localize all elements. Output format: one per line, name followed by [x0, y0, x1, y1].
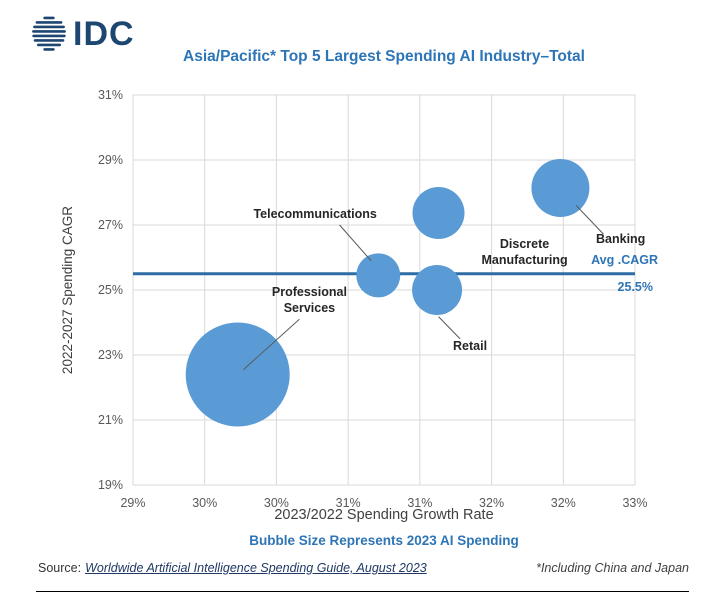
bubble-label: Banking — [596, 232, 645, 246]
x-tick-label: 33% — [622, 496, 647, 510]
leader-line — [243, 318, 300, 370]
y-tick-label: 27% — [98, 218, 123, 232]
bottom-divider — [36, 591, 689, 592]
bubble-retail — [412, 265, 463, 315]
idc-globe-icon — [32, 16, 66, 51]
x-tick-label: 30% — [192, 496, 217, 510]
x-tick-label: 32% — [551, 496, 576, 510]
idc-logo-text: IDC — [73, 15, 135, 53]
x-axis-title: 2023/2022 Spending Growth Rate — [274, 507, 494, 523]
y-tick-label: 19% — [98, 478, 123, 492]
bubble-size-note: Bubble Size Represents 2023 AI Spending — [249, 533, 519, 548]
bubble-label: Services — [284, 301, 335, 315]
bubble-label: Discrete — [500, 237, 549, 251]
leader-line — [438, 316, 461, 340]
footer: Source: Worldwide Artificial Intelligenc… — [38, 561, 689, 575]
chart-title: Asia/Pacific* Top 5 Largest Spending AI … — [183, 48, 585, 65]
bubble-discrete-manufacturing — [412, 186, 465, 239]
y-axis-title: 2022-2027 Spending CAGR — [60, 206, 75, 374]
y-tick-label: 23% — [98, 348, 123, 362]
bubble-label: Retail — [453, 339, 487, 353]
avg-cagr-value: 25.5% — [618, 280, 653, 294]
y-tick-label: 31% — [98, 88, 123, 102]
source-label: Source: — [38, 561, 82, 575]
idc-logo: IDC — [30, 15, 135, 53]
source-link[interactable]: Worldwide Artificial Intelligence Spendi… — [85, 561, 427, 575]
bubble-label: Manufacturing — [482, 253, 568, 267]
x-tick-label: 29% — [120, 496, 145, 510]
bubble-banking — [531, 158, 590, 217]
x-tick-label: 32% — [479, 496, 504, 510]
x-tick-label: 30% — [264, 496, 289, 510]
footnote: *Including China and Japan — [536, 561, 689, 575]
bubble-telecommunications — [356, 253, 401, 298]
y-tick-label: 21% — [98, 413, 123, 427]
bubble-label: Telecommunications — [253, 207, 376, 221]
y-tick-label: 25% — [98, 283, 123, 297]
leader-line — [575, 205, 604, 235]
bubble-professional-services — [185, 322, 290, 427]
bubble-label: Professional — [272, 285, 347, 299]
leader-line — [339, 224, 372, 262]
avg-cagr-label: Avg .CAGR — [591, 253, 658, 267]
y-tick-label: 29% — [98, 153, 123, 167]
bubble-chart: 29% 30% 30% 31% 31% 32% 32% 33% 19% 21% 23% 25% 27% 2… — [60, 88, 658, 510]
x-tick-label: 31% — [407, 496, 432, 510]
x-tick-label: 31% — [336, 496, 361, 510]
